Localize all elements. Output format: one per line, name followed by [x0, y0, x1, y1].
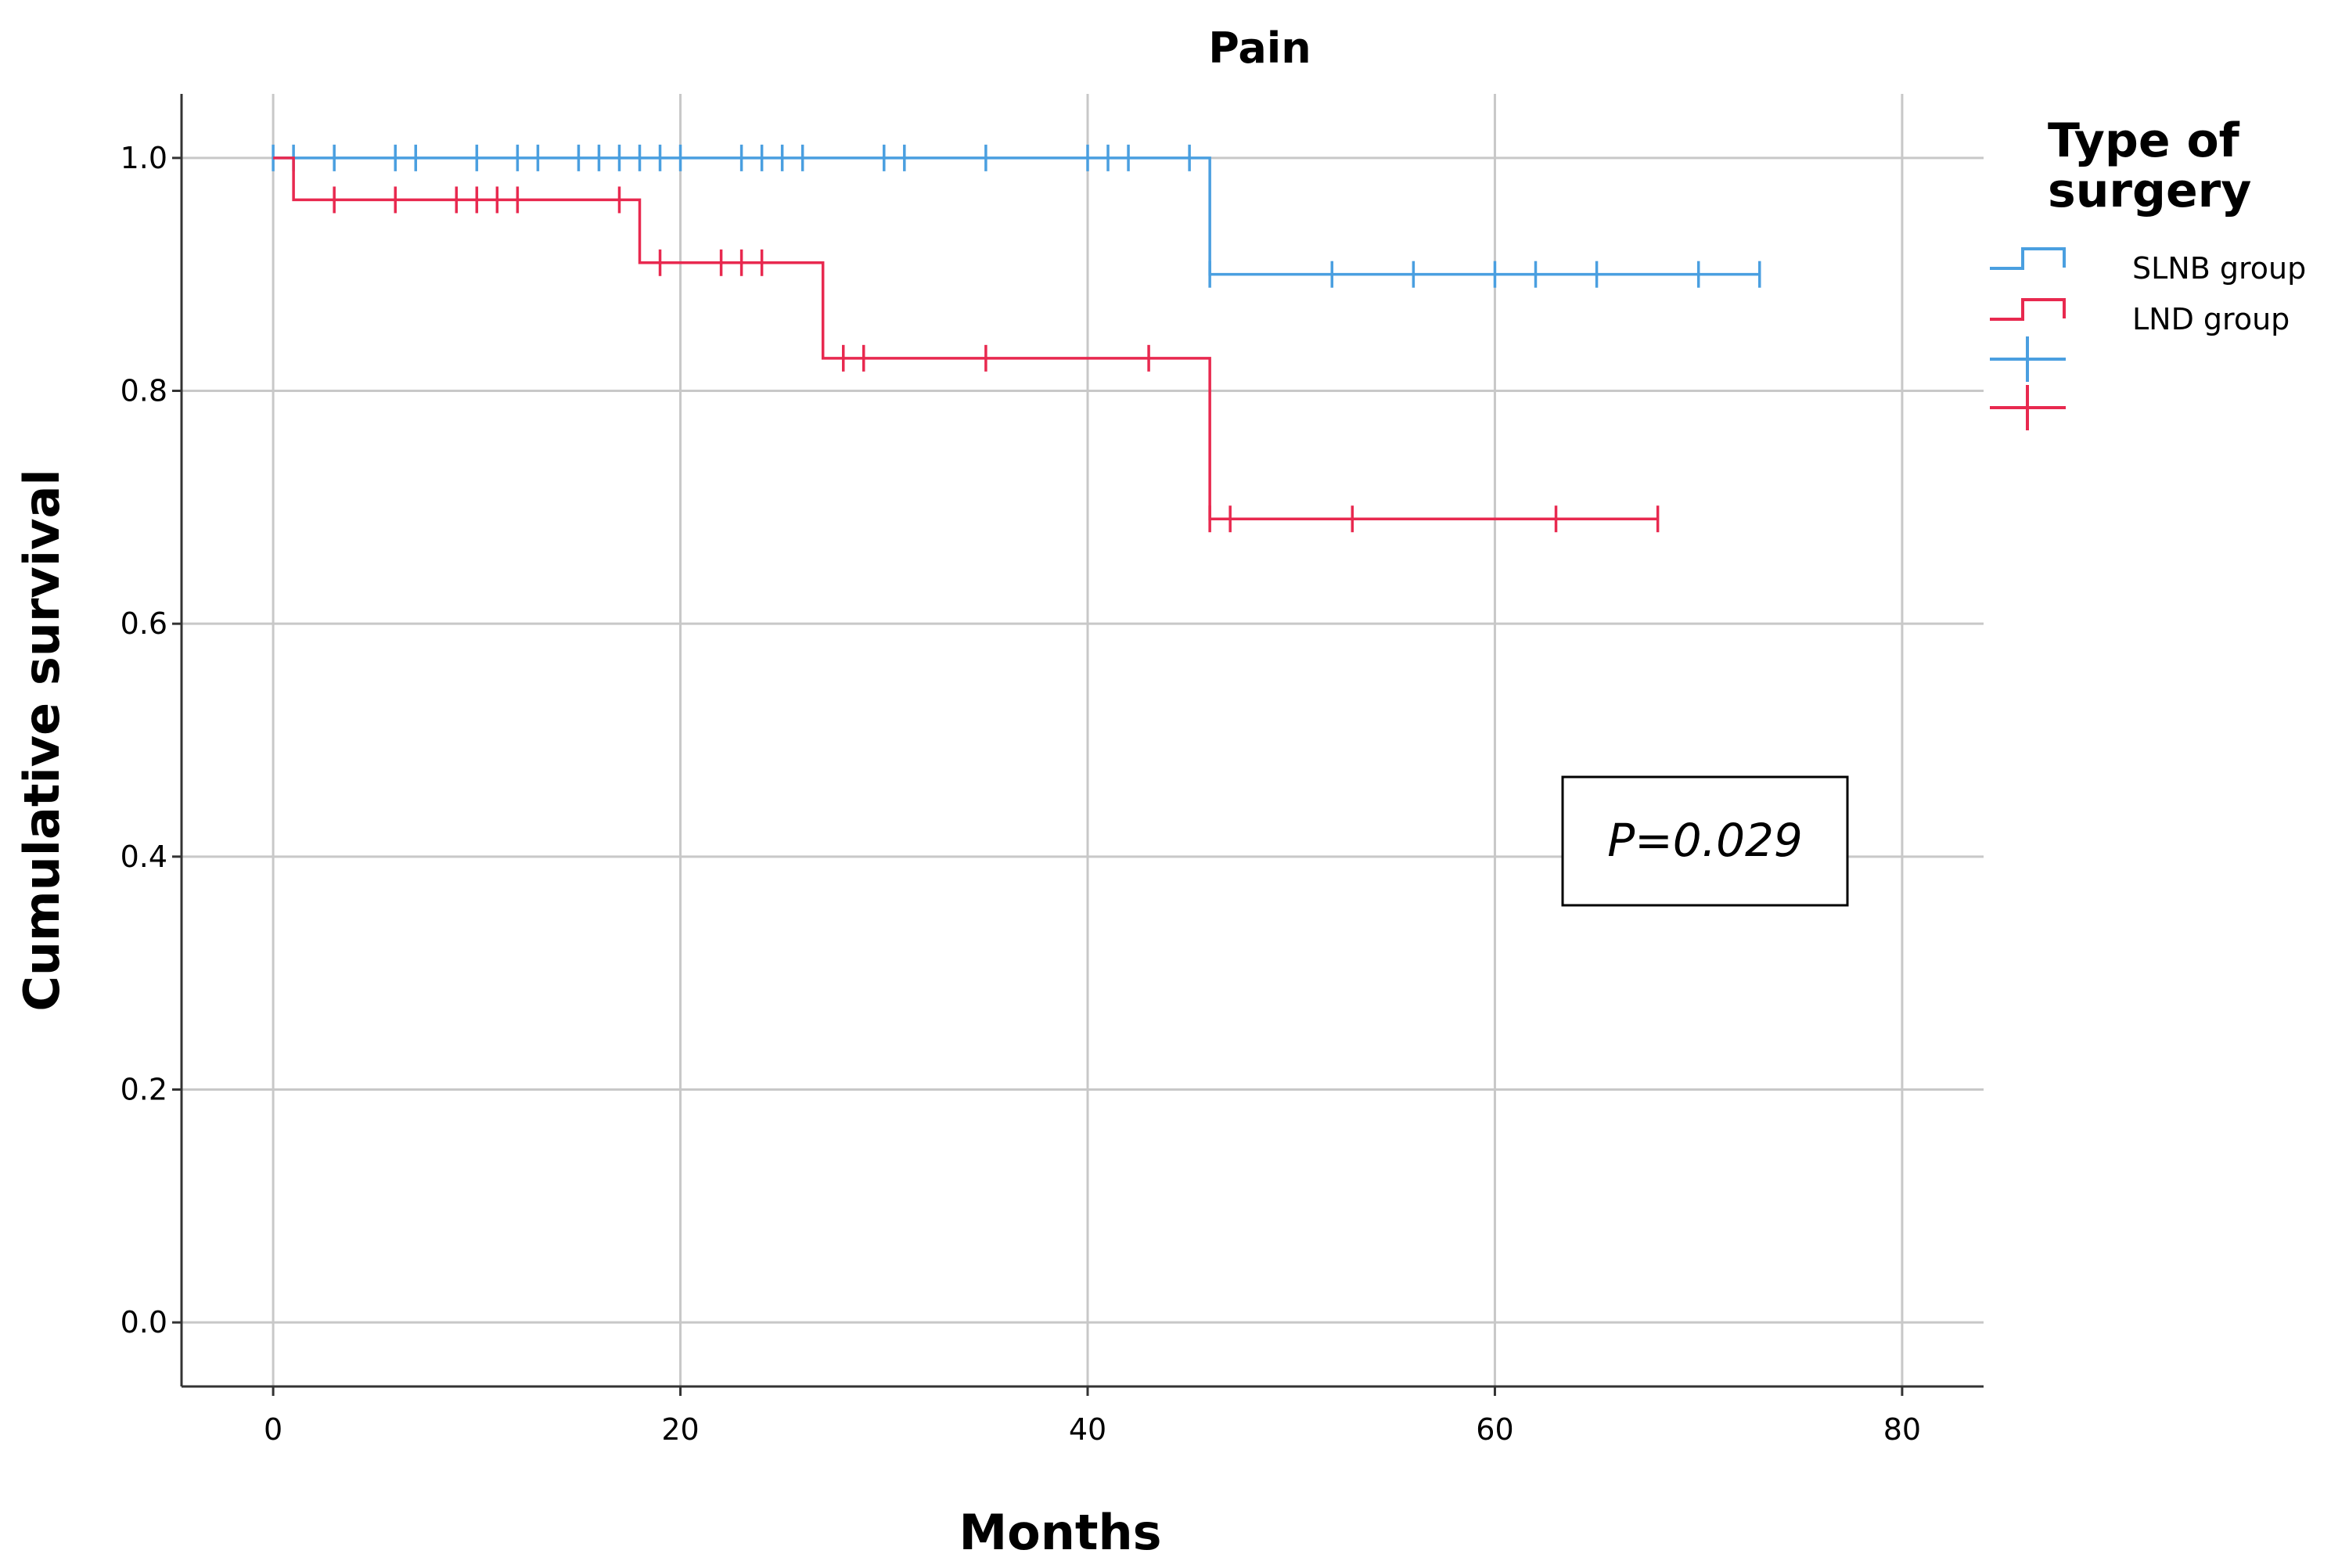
lnd-legend-label: LND group	[2132, 302, 2290, 336]
x-tick-label: 20	[661, 1412, 699, 1447]
lnd-step-curve	[273, 156, 1658, 520]
y-tick-label: 0.0	[121, 1305, 167, 1340]
y-tick-label: 1.0	[121, 141, 167, 175]
y-axis-label: Cumulative survival	[13, 469, 70, 1011]
x-tick-label: 80	[1883, 1412, 1921, 1447]
slnb-legend-label: SLNB group	[2132, 251, 2306, 286]
lnd-series	[273, 156, 1660, 533]
x-tick-labels: 0 20 40 60 80	[264, 1386, 1921, 1447]
x-tick-label: 40	[1069, 1412, 1106, 1447]
y-tick-label: 0.8	[121, 374, 167, 408]
slnb-step-curve	[273, 156, 1760, 276]
p-value-label: P=0.029	[1607, 814, 1803, 867]
chart-title: Pain	[1208, 23, 1311, 73]
p-value-frame	[1561, 775, 1849, 907]
x-axis-label: Months	[959, 1504, 1161, 1561]
p-value-box: P=0.029	[1561, 775, 1849, 907]
series-layer	[272, 144, 1761, 533]
y-tick-label: 0.6	[121, 606, 167, 641]
legend-title-line-1: Type of	[2048, 113, 2240, 168]
x-tick-label: 60	[1476, 1412, 1513, 1447]
x-tick-label: 0	[264, 1412, 282, 1447]
slnb-legend-swatch	[1990, 247, 2066, 270]
lnd-legend-swatch	[1990, 298, 2066, 321]
y-tick-label: 0.4	[121, 840, 167, 874]
y-tick-label: 0.2	[121, 1072, 167, 1106]
legend-title-line-2: surgery	[2048, 164, 2251, 218]
gridlines	[182, 94, 1984, 1386]
slnb-series	[272, 144, 1761, 288]
y-tick-labels: 0.0 0.2 0.4 0.6 0.8 1.0	[121, 141, 182, 1340]
legend: Type of surgery SLNB group LND group	[1990, 113, 2306, 430]
